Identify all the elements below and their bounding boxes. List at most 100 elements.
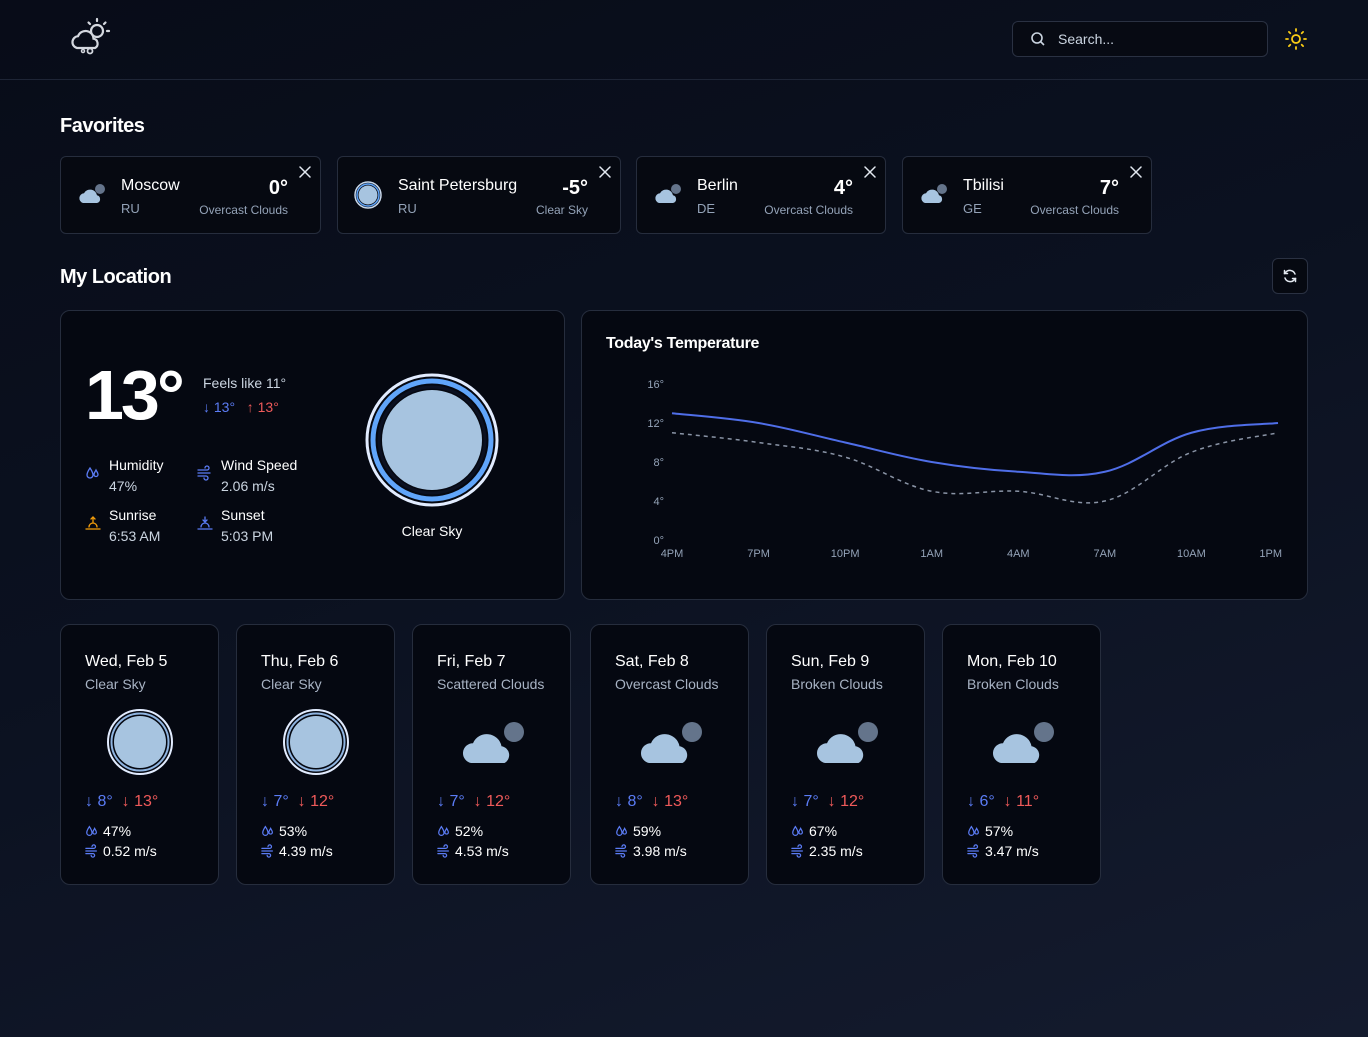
humidity-icon (438, 825, 449, 836)
humidity-label: Humidity (109, 457, 164, 473)
forecast-day: Wed, Feb 5 (85, 653, 168, 670)
moon-icon (283, 709, 349, 775)
favorite-weather-icon (919, 183, 949, 210)
y-tick-label: 8° (653, 457, 664, 469)
x-tick-label: 4PM (661, 548, 684, 560)
favorite-city: Moscow (121, 177, 180, 194)
current-temperature: 13° (85, 356, 185, 434)
forecast-temps: ↓ 7° ↓ 12° (437, 793, 510, 811)
favorite-weather-icon (653, 183, 683, 210)
forecast-max: ↓ 13° (121, 793, 159, 810)
forecast-min: ↓ 8° (615, 793, 643, 810)
chart-title: Today's Temperature (606, 335, 760, 352)
favorites-title: Favorites (60, 115, 145, 137)
forecast-card[interactable]: Mon, Feb 10 Broken Clouds ↓ 6° ↓ 11° 57% 3.4… (942, 624, 1101, 885)
forecast-wind: 4.53 m/s (437, 843, 509, 859)
x-tick-label: 1AM (920, 548, 943, 560)
x-tick-label: 10AM (1177, 548, 1206, 560)
humidity-icon (86, 825, 97, 836)
max-temp: ↑ 13° (246, 399, 279, 415)
favorite-desc: Clear Sky (535, 203, 588, 217)
favorite-card[interactable]: Saint Petersburg RU -5° Clear Sky (337, 156, 621, 234)
favorite-temp: 4° (833, 177, 853, 199)
forecast-day: Sat, Feb 8 (615, 653, 689, 670)
favorite-card[interactable]: Berlin DE 4° Overcast Clouds (636, 156, 886, 234)
current-condition: Clear Sky (401, 523, 463, 539)
x-tick-label: 1PM (1259, 548, 1282, 560)
forecast-weather-icon (635, 717, 709, 772)
forecast-desc: Broken Clouds (791, 676, 883, 692)
temperature-chart: 0° 4° 8° 12° 16° 4PM 7PM 10PM 1AM 4AM 7AM 10AM 1PM (647, 379, 1282, 560)
favorite-temp: -5° (562, 177, 588, 199)
sun-theme-toggle-icon[interactable] (1284, 27, 1308, 51)
min-max-temp: ↓ 13° ↑ 13° (203, 399, 279, 415)
humidity-icon (262, 825, 273, 836)
search-input[interactable] (1058, 31, 1258, 47)
favorite-card[interactable]: Moscow RU 0° Overcast Clouds (60, 156, 321, 234)
favorite-desc: Overcast Clouds (199, 203, 288, 217)
close-icon[interactable] (299, 166, 311, 178)
sunrise-icon (85, 516, 101, 530)
sunrise-value: 6:53 AM (109, 528, 161, 544)
current-weather-card: 13° Feels like 11° ↓ 13° ↑ 13° Humidity … (60, 310, 565, 600)
forecast-min: ↓ 8° (85, 793, 113, 810)
search-box[interactable] (1012, 21, 1268, 57)
wind-icon (615, 844, 627, 858)
top-bar (0, 0, 1368, 80)
forecast-wind: 3.98 m/s (615, 843, 687, 859)
favorite-card[interactable]: Tbilisi GE 7° Overcast Clouds (902, 156, 1152, 234)
refresh-button[interactable] (1272, 258, 1308, 294)
favorite-desc: Overcast Clouds (1030, 203, 1119, 217)
forecast-day: Mon, Feb 10 (967, 653, 1057, 670)
search-icon (1031, 32, 1045, 46)
forecast-humidity: 53% (261, 823, 307, 839)
x-tick-label: 7PM (747, 548, 770, 560)
forecast-day: Fri, Feb 7 (437, 653, 506, 670)
favorite-city: Berlin (697, 177, 738, 194)
sunrise-label: Sunrise (109, 507, 157, 523)
forecast-max: ↓ 11° (1003, 793, 1040, 810)
forecast-max: ↓ 13° (651, 793, 689, 810)
forecast-temps: ↓ 7° ↓ 12° (261, 793, 334, 811)
forecast-card[interactable]: Wed, Feb 5 Clear Sky ↓ 8° ↓ 13° 47% 0.52 m/s (60, 624, 219, 885)
weather-logo-icon[interactable] (68, 16, 112, 58)
forecast-humidity: 47% (85, 823, 131, 839)
forecast-card[interactable]: Sat, Feb 8 Overcast Clouds ↓ 8° ↓ 13° 59% 3.… (590, 624, 749, 885)
forecast-desc: Clear Sky (261, 676, 322, 692)
favorite-desc: Overcast Clouds (764, 203, 853, 217)
forecast-humidity: 52% (437, 823, 483, 839)
y-tick-label: 16° (647, 379, 664, 391)
my-location-title: My Location (60, 266, 172, 288)
wind-value: 2.06 m/s (221, 478, 275, 494)
forecast-day: Sun, Feb 9 (791, 653, 870, 670)
forecast-min: ↓ 7° (437, 793, 465, 810)
wind-icon (261, 844, 273, 858)
forecast-humidity: 67% (791, 823, 837, 839)
y-tick-label: 0° (653, 535, 664, 547)
favorite-weather-icon (77, 183, 107, 210)
close-icon[interactable] (599, 166, 611, 178)
close-icon[interactable] (1130, 166, 1142, 178)
wind-icon (967, 844, 979, 858)
forecast-min: ↓ 7° (791, 793, 819, 810)
forecast-wind: 0.52 m/s (85, 843, 157, 859)
favorite-city: Saint Petersburg (398, 177, 518, 194)
humidity-icon (968, 825, 979, 836)
favorite-city: Tbilisi (963, 177, 1004, 194)
cloud-icon (921, 184, 947, 203)
forecast-card[interactable]: Sun, Feb 9 Broken Clouds ↓ 7° ↓ 12° 67% 2.35… (766, 624, 925, 885)
forecast-temps: ↓ 6° ↓ 11° (967, 793, 1039, 811)
forecast-card[interactable]: Thu, Feb 6 Clear Sky ↓ 7° ↓ 12° 53% 4.39 m/s (236, 624, 395, 885)
forecast-card[interactable]: Fri, Feb 7 Scattered Clouds ↓ 7° ↓ 12° 52% 4… (412, 624, 571, 885)
x-tick-label: 10PM (831, 548, 860, 560)
temperature-chart-card: Today's Temperature 0° 4° 8° 12° 16° 4PM 7PM 10… (581, 310, 1308, 600)
clear-sky-moon-icon (365, 373, 499, 507)
wind-icon (197, 465, 211, 481)
forecast-desc: Broken Clouds (967, 676, 1059, 692)
forecast-temps: ↓ 8° ↓ 13° (85, 793, 158, 811)
cloud-icon (79, 184, 105, 203)
close-icon[interactable] (864, 166, 876, 178)
forecast-temps: ↓ 7° ↓ 12° (791, 793, 864, 811)
forecast-wind: 3.47 m/s (967, 843, 1039, 859)
favorite-temp: 0° (268, 177, 288, 199)
